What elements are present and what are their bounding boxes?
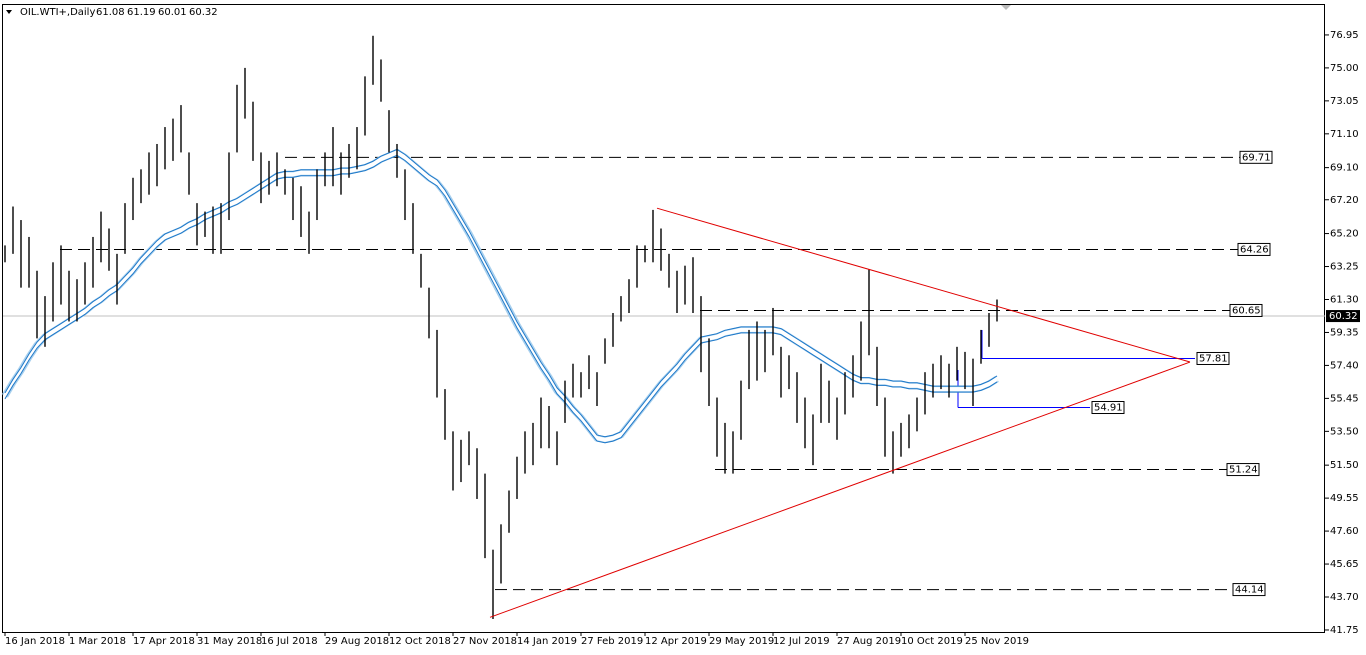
shift-marker: [1001, 5, 1011, 10]
level-label: 64.26: [1240, 244, 1269, 255]
level-label: 57.81: [1199, 353, 1228, 364]
x-tick-label: 12 Oct 2018: [389, 636, 451, 647]
trendline: [489, 361, 1191, 618]
y-tick-label: 45.65: [1330, 559, 1359, 570]
x-tick-label: 17 Apr 2018: [133, 636, 195, 647]
y-tick-label: 75.00: [1330, 63, 1359, 74]
level-label-box: [1226, 463, 1260, 477]
x-tick-label: 16 Jan 2018: [5, 636, 65, 647]
y-tick-label: 73.05: [1330, 96, 1359, 107]
y-tick-label: 69.10: [1330, 163, 1359, 174]
current-price-label: 60.32: [1329, 311, 1358, 322]
level-label: 51.24: [1229, 465, 1258, 476]
menu-arrow[interactable]: [6, 10, 12, 14]
x-tick-label: 10 Oct 2019: [901, 636, 963, 647]
header-value: 61.08: [96, 7, 125, 18]
y-tick-label: 71.10: [1330, 129, 1359, 140]
y-tick-label: 51.50: [1330, 460, 1359, 471]
level-label: 44.14: [1235, 585, 1264, 596]
x-tick-label: 16 Jul 2018: [261, 636, 318, 647]
header-value: 60.01: [158, 7, 187, 18]
x-tick-label: 1 Mar 2018: [69, 636, 126, 647]
x-tick-label: 25 Nov 2019: [965, 636, 1029, 647]
y-tick-label: 76.95: [1330, 30, 1359, 41]
x-tick-label: 27 Aug 2019: [837, 636, 901, 647]
level-label-box: [1232, 583, 1266, 597]
x-tick-label: 31 May 2018: [197, 636, 262, 647]
y-tick-label: 61.30: [1330, 294, 1359, 305]
y-tick-label: 55.45: [1330, 393, 1359, 404]
header-value: 60.32: [189, 7, 218, 18]
level-label: 60.65: [1232, 305, 1261, 316]
ma-band-inner: [3, 150, 999, 442]
y-tick-label: 49.55: [1330, 493, 1359, 504]
level-label-box: [1229, 303, 1263, 317]
y-tick-label: 47.60: [1330, 526, 1359, 537]
x-tick-label: 27 Feb 2019: [581, 636, 643, 647]
y-tick-label: 43.70: [1330, 592, 1359, 603]
x-tick-label: 29 May 2019: [709, 636, 774, 647]
x-tick-label: 12 Jul 2019: [773, 636, 830, 647]
y-tick-label: 63.25: [1330, 262, 1359, 273]
y-tick-label: 65.20: [1330, 229, 1359, 240]
y-tick-label: 59.35: [1330, 327, 1359, 338]
level-label-box: [1091, 401, 1125, 415]
y-tick-label: 67.20: [1330, 195, 1359, 206]
x-tick-label: 12 Apr 2019: [645, 636, 707, 647]
level-label-box: [1196, 351, 1230, 365]
level-label: 69.71: [1242, 152, 1271, 163]
y-tick-label: 53.50: [1330, 426, 1359, 437]
x-tick-label: 29 Aug 2018: [325, 636, 389, 647]
plot-frame: [2, 4, 1325, 633]
y-tick-label: 41.75: [1330, 625, 1359, 636]
x-tick-label: 14 Jan 2019: [517, 636, 577, 647]
level-label-box: [1239, 150, 1273, 164]
ma-line: [4, 154, 998, 444]
x-tick-label: 27 Nov 2018: [453, 636, 517, 647]
y-tick-label: 57.40: [1330, 360, 1359, 371]
symbol-title: OIL.WTI+,Daily: [20, 7, 95, 18]
ma-line: [4, 148, 998, 438]
level-label: 54.91: [1094, 403, 1123, 414]
level-label-box: [1237, 242, 1271, 256]
current-price-box: [1326, 310, 1360, 323]
header-value: 61.19: [127, 7, 156, 18]
trendline: [656, 207, 1191, 363]
